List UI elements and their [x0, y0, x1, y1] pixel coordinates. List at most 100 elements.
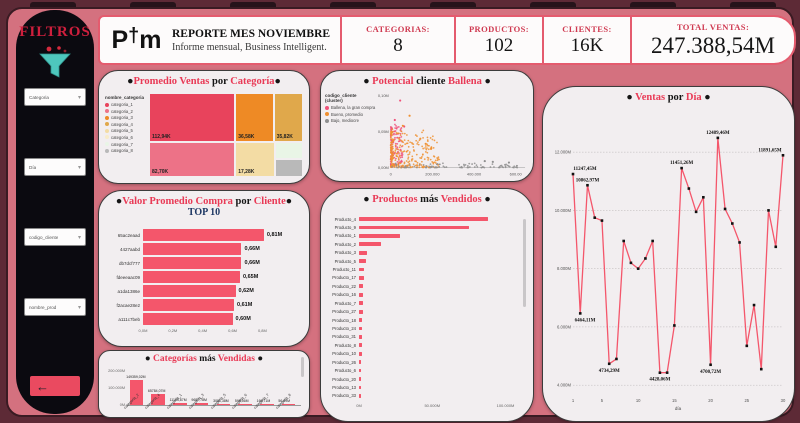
- data-point[interactable]: [593, 216, 597, 219]
- bar[interactable]: [359, 242, 381, 247]
- bar[interactable]: [359, 225, 469, 230]
- data-point[interactable]: [622, 239, 625, 243]
- bar[interactable]: [194, 403, 209, 405]
- bar-row[interactable]: 4427aabd 0,66M: [107, 242, 301, 256]
- scatter-point[interactable]: [420, 160, 423, 163]
- scrollbar[interactable]: [523, 219, 526, 307]
- scatter-point[interactable]: [507, 161, 511, 164]
- scatter-point[interactable]: [458, 163, 460, 166]
- scatter-point[interactable]: [445, 166, 448, 168]
- scatter-point[interactable]: [401, 132, 404, 135]
- scatter-point[interactable]: [424, 142, 427, 145]
- scatter-point[interactable]: [483, 160, 486, 163]
- scatter-point[interactable]: [426, 136, 429, 139]
- scatter-point[interactable]: [394, 127, 396, 129]
- data-point[interactable]: [716, 136, 720, 140]
- legend-item[interactable]: Bueno, promedio: [325, 112, 373, 117]
- scatter-point[interactable]: [390, 130, 393, 133]
- data-point[interactable]: [745, 344, 749, 348]
- scatter-point[interactable]: [422, 163, 425, 166]
- scatter-point[interactable]: [392, 154, 395, 157]
- scatter-point[interactable]: [429, 137, 432, 139]
- scatter-point[interactable]: [506, 164, 509, 167]
- data-point[interactable]: [571, 172, 575, 176]
- scatter-point[interactable]: [400, 166, 403, 169]
- bar[interactable]: [359, 284, 364, 289]
- bar-row[interactable]: Producto_6: [327, 367, 521, 375]
- scatter-point[interactable]: [417, 143, 420, 146]
- legend-item[interactable]: categoria_7: [105, 142, 149, 147]
- scatter-point[interactable]: [390, 157, 392, 160]
- scatter-point[interactable]: [438, 163, 441, 166]
- bar-row[interactable]: Producto_4: [327, 215, 521, 223]
- legend-item[interactable]: Ballena, la gran compra: [325, 105, 375, 110]
- data-point[interactable]: [723, 207, 727, 211]
- bar[interactable]: [359, 393, 361, 398]
- line-plot[interactable]: 12.000M 10.000M 8.000M 6.000M 4.000M 1 5 10 15 20…: [547, 111, 790, 415]
- scatter-point[interactable]: [412, 146, 415, 148]
- scatter-point[interactable]: [463, 165, 466, 167]
- scatter-point[interactable]: [391, 143, 394, 146]
- scatter-point[interactable]: [399, 134, 402, 137]
- scatter-point[interactable]: [430, 146, 433, 148]
- data-point[interactable]: [644, 257, 647, 260]
- top10-bar-plot[interactable]: 65ac2eaad 0,81M 4427aabd 0,66M db7dcf777 0,66…: [107, 228, 301, 334]
- scatter-point[interactable]: [419, 137, 422, 140]
- scatter-point[interactable]: [414, 134, 417, 136]
- legend-item[interactable]: categoria_8: [105, 148, 149, 153]
- scatter-point[interactable]: [432, 146, 435, 149]
- scatter-point[interactable]: [390, 138, 393, 141]
- scatter-point[interactable]: [394, 149, 397, 152]
- data-point[interactable]: [752, 303, 756, 307]
- scatter-point[interactable]: [428, 144, 430, 147]
- scatter-point[interactable]: [390, 161, 393, 164]
- scatter-point[interactable]: [424, 166, 427, 169]
- scatter-point[interactable]: [431, 135, 434, 138]
- productos-bar-plot[interactable]: Producto_4 Producto_9 Producto_1 Producto_2…: [327, 215, 521, 409]
- scatter-point[interactable]: [394, 151, 397, 153]
- bar[interactable]: [359, 217, 488, 221]
- bar-row[interactable]: Producto_5: [327, 257, 521, 265]
- scatter-point[interactable]: [407, 139, 410, 142]
- scatter-point[interactable]: [422, 129, 425, 132]
- scatter-point[interactable]: [392, 139, 395, 142]
- scatter-point[interactable]: [431, 138, 434, 141]
- data-point[interactable]: [694, 210, 698, 214]
- scatter-point[interactable]: [411, 158, 414, 160]
- legend-item[interactable]: Bajo, mediocre: [325, 118, 373, 123]
- scatter-point[interactable]: [400, 139, 403, 142]
- treemap-rect[interactable]: [275, 141, 303, 159]
- scatter-point[interactable]: [392, 163, 394, 165]
- data-point[interactable]: [767, 209, 770, 212]
- bar[interactable]: [173, 403, 187, 405]
- scatter-point[interactable]: [427, 158, 429, 161]
- scatter-point[interactable]: [416, 135, 418, 138]
- scatter-point[interactable]: [398, 165, 401, 168]
- scatter-point[interactable]: [394, 136, 396, 139]
- bar[interactable]: [143, 313, 233, 326]
- scatter-point[interactable]: [391, 128, 394, 131]
- bar-row[interactable]: fdeeeaac09 0,65M: [107, 270, 301, 284]
- scatter-point[interactable]: [505, 163, 508, 166]
- scatter-point[interactable]: [392, 130, 394, 133]
- scatter-point[interactable]: [402, 150, 405, 153]
- scatter-point[interactable]: [396, 160, 399, 163]
- bar[interactable]: [129, 379, 144, 405]
- scatter-point[interactable]: [421, 145, 424, 148]
- scatter-point[interactable]: [413, 165, 416, 168]
- scatter-point[interactable]: [394, 144, 397, 147]
- scatter-point[interactable]: [403, 139, 406, 142]
- scatter-point[interactable]: [418, 163, 421, 166]
- scatter-point[interactable]: [391, 156, 394, 158]
- scatter-point[interactable]: [415, 153, 418, 156]
- scatter-point[interactable]: [394, 123, 396, 126]
- scatter-point[interactable]: [467, 166, 470, 169]
- bar[interactable]: [359, 233, 401, 238]
- scatter-point[interactable]: [476, 165, 479, 168]
- scatter-point[interactable]: [407, 153, 410, 156]
- scatter-point[interactable]: [397, 157, 400, 159]
- scatter-point[interactable]: [443, 166, 446, 169]
- scatter-point[interactable]: [420, 157, 423, 160]
- scatter-point[interactable]: [395, 163, 398, 166]
- data-point[interactable]: [658, 371, 662, 375]
